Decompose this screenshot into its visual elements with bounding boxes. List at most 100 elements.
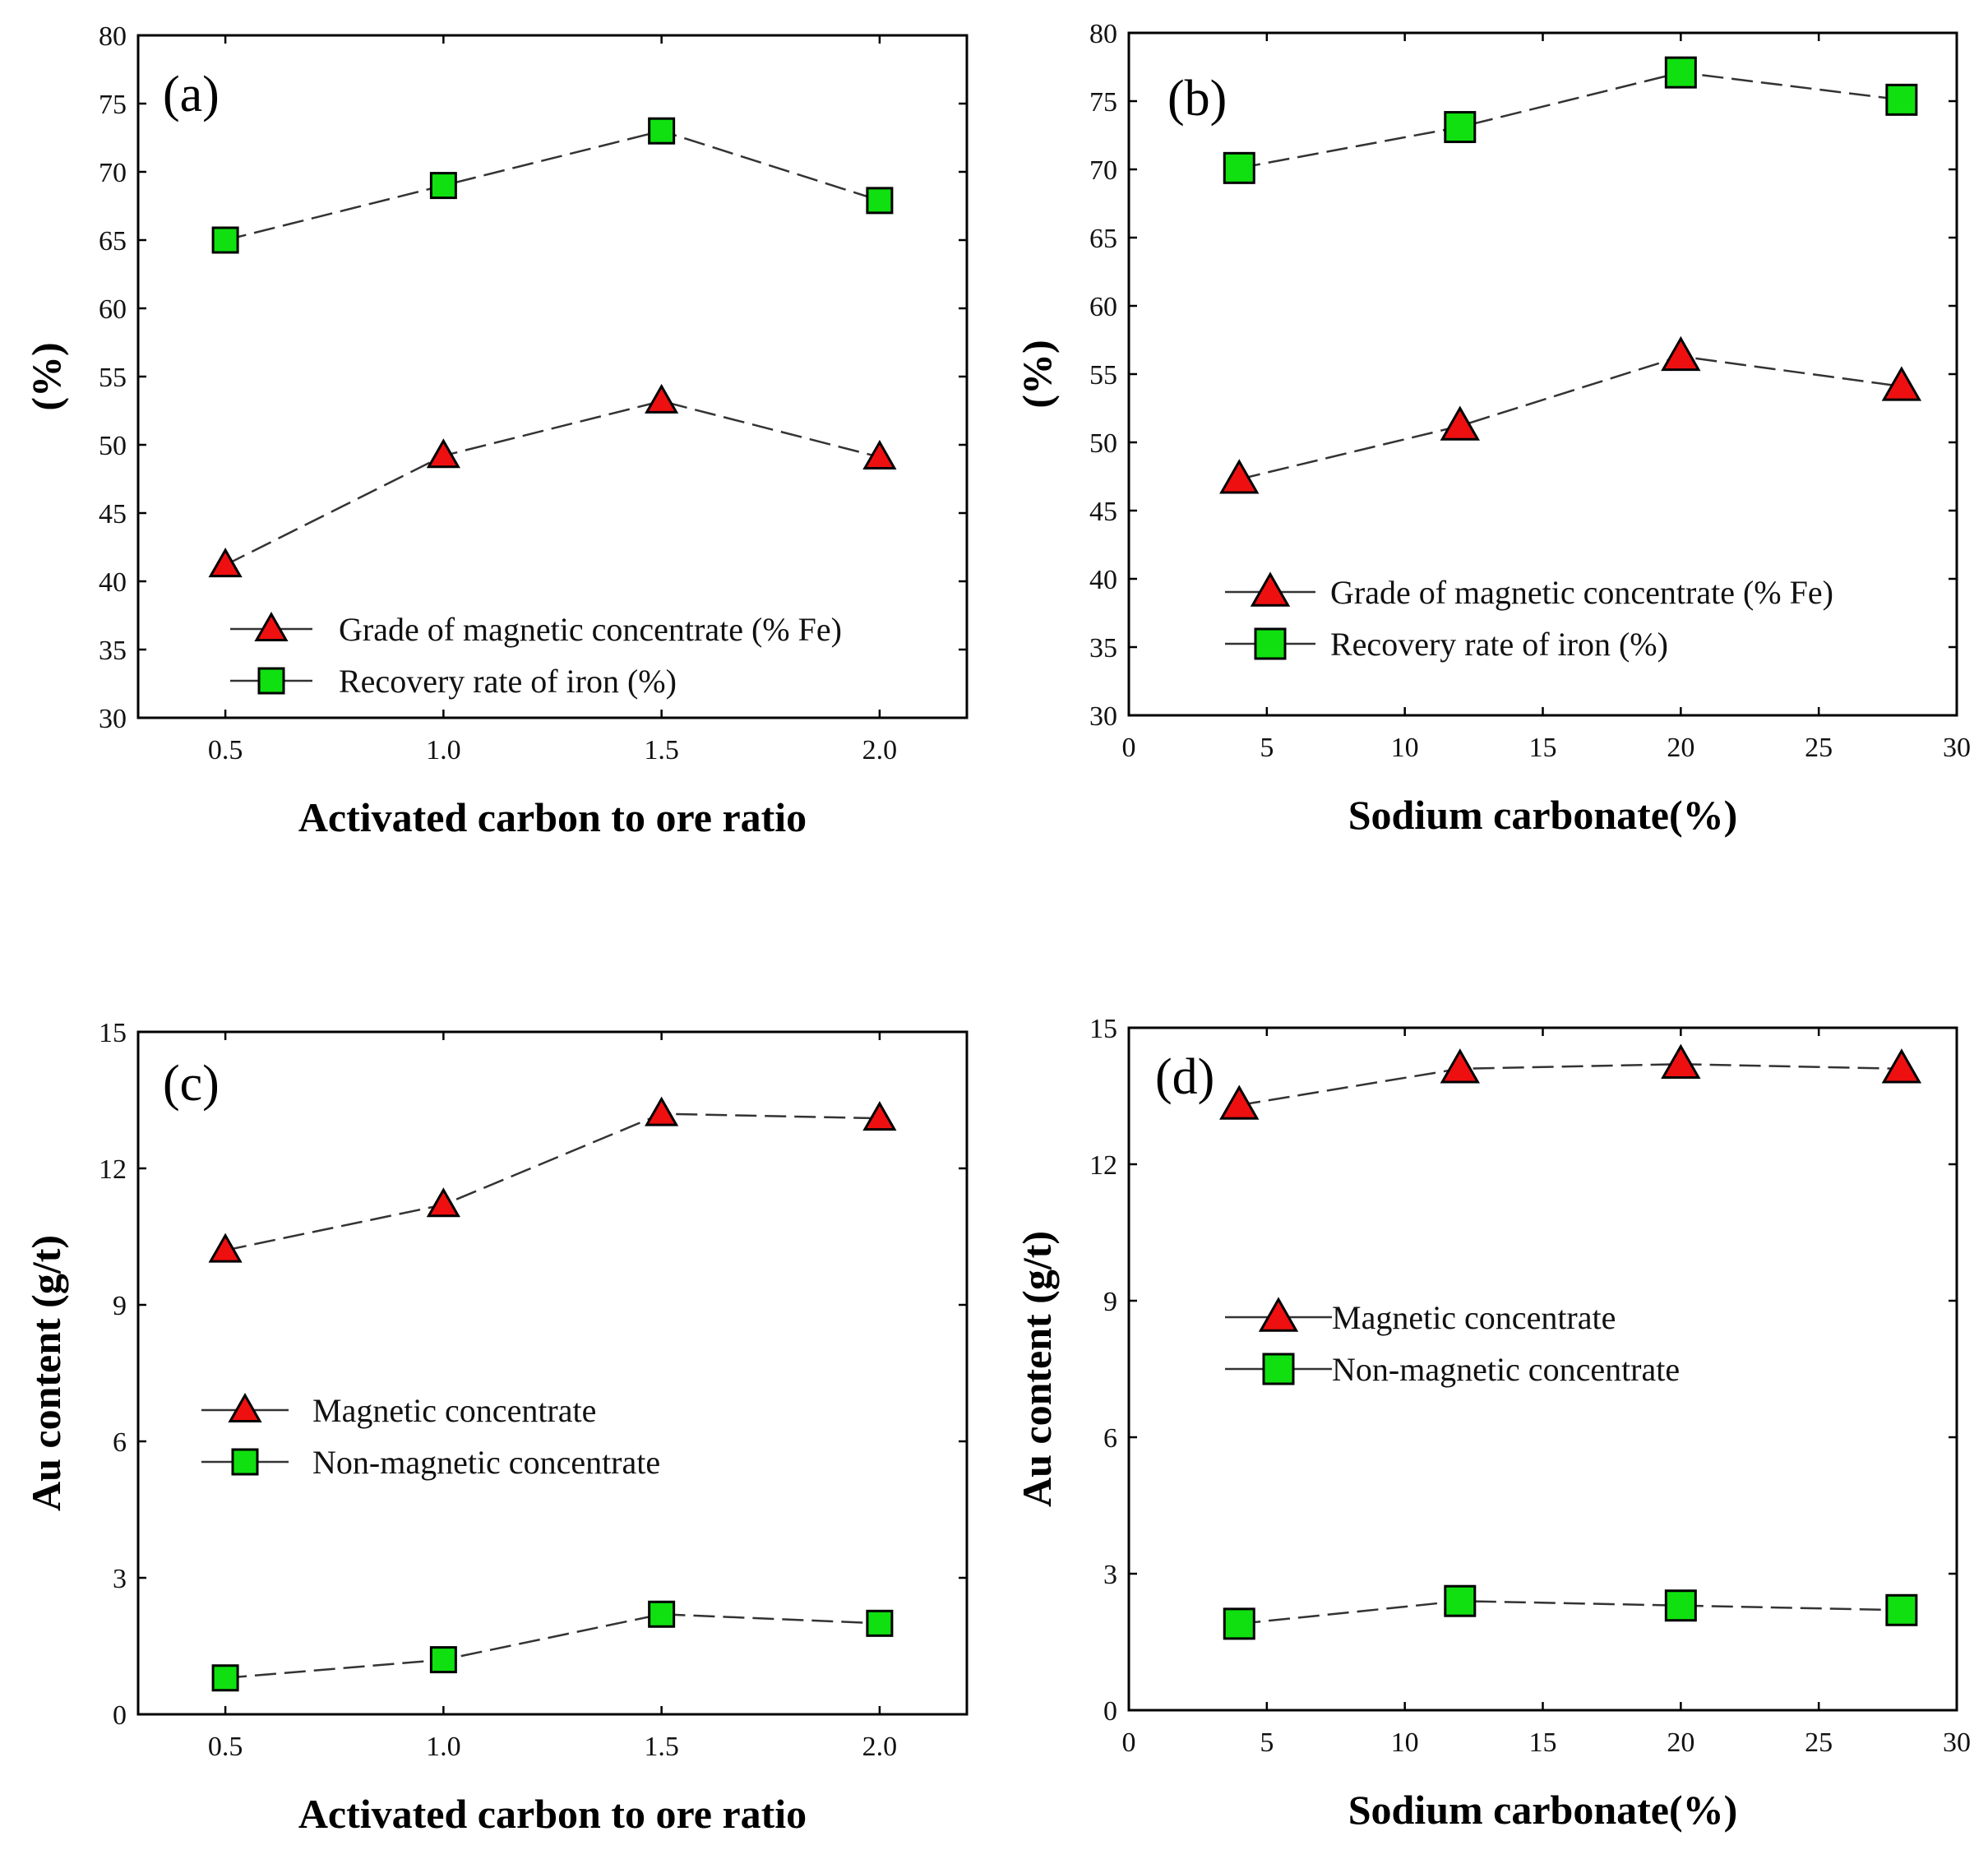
y-tick-label: 80 [99, 21, 127, 52]
legend-label: Magnetic concentrate [1332, 1299, 1616, 1336]
square-marker [1444, 1584, 1477, 1617]
y-tick-label: 15 [1089, 1014, 1117, 1044]
chart-panel-3: 0 3 6 9 12 15 0.5 1.0 1.5 2.0 Activated carbon to … [23, 1018, 969, 1837]
y-tick-label: 65 [1089, 224, 1117, 254]
square-marker [1664, 56, 1697, 89]
series-line [1239, 1063, 1902, 1107]
square-marker [866, 187, 894, 215]
square-marker [648, 1600, 676, 1628]
x-tick-label: 5 [1260, 1727, 1274, 1758]
series-line [1239, 71, 1902, 169]
x-tick-label: 1.5 [644, 735, 679, 765]
triangle-marker [645, 1096, 679, 1126]
series-line [225, 1613, 880, 1679]
legend-triangle-icon [1250, 571, 1291, 607]
x-tick-label: 10 [1391, 733, 1419, 763]
triangle-marker [1440, 1048, 1480, 1084]
legend-entry: Non-magnetic concentrate [201, 1444, 660, 1481]
legend-label: Non-magnetic concentrate [1332, 1351, 1680, 1388]
y-tick-label: 40 [1089, 565, 1117, 595]
legend-label: Recovery rate of iron (%) [339, 663, 677, 700]
legend-label: Recovery rate of iron (%) [1330, 626, 1668, 663]
triangle-marker [1661, 335, 1701, 372]
square-marker [866, 1609, 894, 1637]
square-marker [211, 226, 239, 254]
legend-triangle-icon [228, 1392, 262, 1422]
y-axis-title: (%) [23, 342, 69, 410]
y-tick-label: 6 [113, 1427, 127, 1458]
plot-frame [136, 1030, 969, 1716]
x-tick-label: 5 [1260, 733, 1274, 763]
y-tick-label: 0 [113, 1700, 127, 1731]
triangle-marker [1219, 459, 1260, 494]
triangle-marker [1440, 405, 1480, 441]
square-marker [1223, 1607, 1255, 1640]
y-tick-label: 15 [99, 1018, 127, 1048]
y-axis-title: Au content (g/t) [23, 1235, 69, 1511]
y-tick-label: 55 [99, 363, 127, 393]
legend-entry: Magnetic concentrate [1225, 1297, 1616, 1336]
legend-entry: Recovery rate of iron (%) [1225, 626, 1668, 663]
square-marker [1885, 83, 1918, 116]
series-1 [1219, 1043, 1922, 1120]
y-tick-label: 9 [1103, 1287, 1117, 1317]
y-tick-label: 30 [99, 704, 127, 734]
series-1 [1219, 335, 1922, 494]
y-tick-label: 65 [99, 226, 127, 257]
y-tick-label: 0 [1103, 1696, 1117, 1727]
square-marker [211, 1664, 239, 1692]
legend-label: Non-magnetic concentrate [312, 1444, 660, 1481]
series-1 [208, 1096, 897, 1263]
series-2 [1223, 1584, 1918, 1640]
y-tick-label: 75 [99, 90, 127, 120]
series-1 [208, 383, 897, 578]
y-tick-label: 35 [1089, 633, 1117, 664]
triangle-marker [426, 438, 460, 469]
y-tick-label: 40 [99, 567, 127, 598]
chart-panel-1: 30 35 40 45 50 55 60 65 70 75 80 0.5 1.0 1.5 2.0 Activa… [23, 21, 969, 840]
y-tick-label: 55 [1089, 360, 1117, 391]
y-tick-label: 12 [99, 1154, 127, 1185]
y-tick-label: 45 [1089, 497, 1117, 527]
y-tick-label: 60 [99, 294, 127, 325]
x-tick-label: 30 [1943, 733, 1971, 763]
triangle-marker [862, 1101, 897, 1131]
y-tick-label: 6 [1103, 1423, 1117, 1454]
legend-square-icon [257, 667, 285, 695]
square-marker [1885, 1593, 1918, 1626]
x-tick-label: 10 [1391, 1727, 1419, 1758]
legend-entry: Recovery rate of iron (%) [230, 663, 677, 700]
square-marker [429, 172, 457, 200]
series-line [1239, 1599, 1902, 1626]
y-tick-label: 50 [1089, 428, 1117, 459]
triangle-marker [645, 383, 679, 414]
x-axis-title: Activated carbon to ore ratio [298, 1791, 807, 1837]
y-tick-label: 35 [99, 636, 127, 666]
series-2 [1223, 56, 1918, 184]
plot-frame [1127, 31, 1958, 717]
y-tick-label: 45 [99, 499, 127, 530]
y-tick-label: 3 [1103, 1560, 1117, 1590]
legend-triangle-icon [1258, 1297, 1299, 1332]
legend-label: Magnetic concentrate [312, 1392, 596, 1429]
y-axis-title: (%) [1014, 340, 1060, 408]
x-tick-label: 0 [1122, 1727, 1136, 1758]
x-tick-label: 25 [1805, 1727, 1833, 1758]
legend-square-icon [1262, 1353, 1295, 1385]
y-tick-label: 60 [1089, 292, 1117, 322]
triangle-marker [862, 439, 897, 469]
panel-label: (a) [163, 67, 220, 123]
x-tick-label: 1.0 [426, 1732, 461, 1762]
x-tick-label: 0.5 [208, 1732, 243, 1762]
x-tick-label: 20 [1667, 1727, 1694, 1758]
x-tick-label: 25 [1805, 733, 1833, 763]
triangle-marker [208, 548, 243, 578]
y-tick-label: 80 [1089, 19, 1117, 49]
square-marker [1223, 151, 1255, 184]
series-2 [211, 1600, 894, 1692]
x-tick-label: 2.0 [862, 1732, 898, 1762]
x-axis-title: Sodium carbonate(%) [1348, 792, 1738, 838]
legend-triangle-icon [254, 611, 289, 641]
x-tick-label: 1.0 [426, 735, 461, 765]
